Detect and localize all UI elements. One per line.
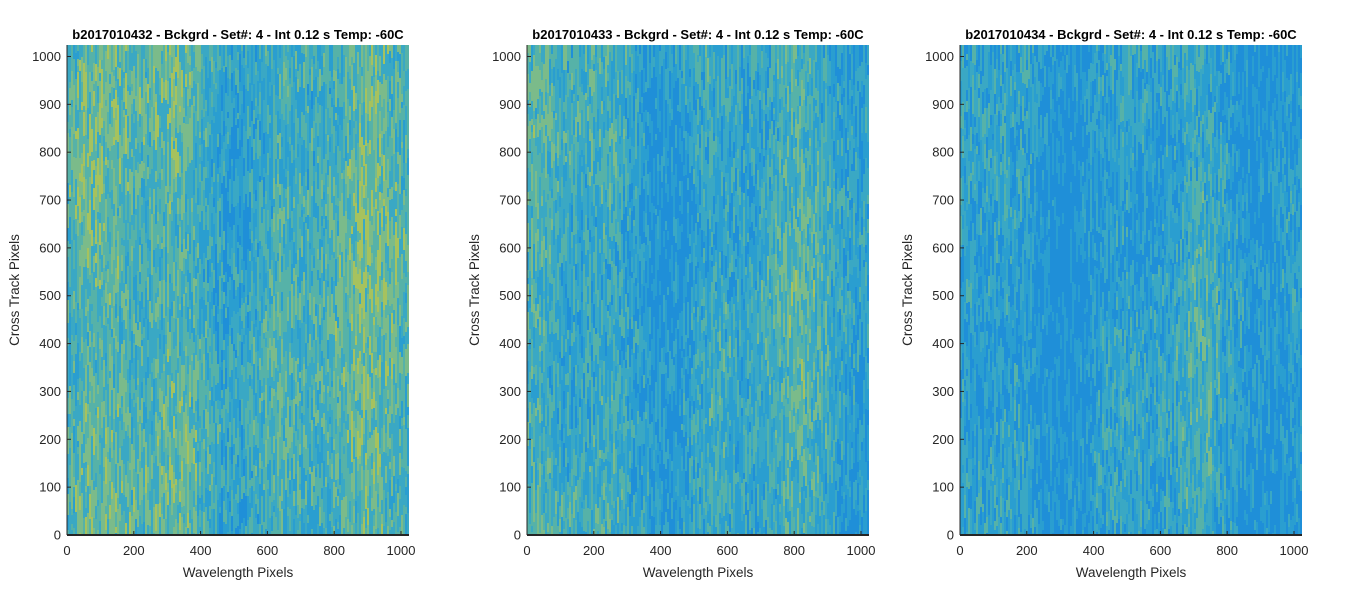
- x-tick-label: 600: [717, 543, 739, 558]
- y-tick-label: 700: [39, 193, 61, 208]
- y-axis-label: Cross Track Pixels: [467, 234, 482, 346]
- y-axis-label: Cross Track Pixels: [900, 234, 915, 346]
- y-tick-label: 500: [932, 288, 954, 303]
- y-tick-label: 300: [499, 384, 521, 399]
- x-tick-label: 600: [257, 543, 279, 558]
- y-tick-label: 1000: [925, 49, 954, 64]
- y-tick-label: 0: [54, 528, 61, 543]
- subplot-2: 0 100 200 300 400 500 600 700 800 900 1000 0 200 400 6…: [467, 27, 875, 580]
- heatmap-image: [527, 45, 869, 535]
- y-tick-label: 500: [39, 288, 61, 303]
- x-tick-label: 1000: [847, 543, 876, 558]
- y-tick-label: 1000: [492, 49, 521, 64]
- x-tick-label: 0: [63, 543, 70, 558]
- x-tick-label: 200: [1016, 543, 1038, 558]
- y-tick-label: 1000: [32, 49, 61, 64]
- y-tick-label: 600: [499, 240, 521, 255]
- x-tick-label: 200: [123, 543, 145, 558]
- x-tick-label: 0: [956, 543, 963, 558]
- x-tick-label: 400: [190, 543, 212, 558]
- y-tick-label: 700: [932, 193, 954, 208]
- x-tick-label: 1000: [1280, 543, 1309, 558]
- x-tick-label: 800: [323, 543, 345, 558]
- chart-title: b2017010433 - Bckgrd - Set#: 4 - Int 0.1…: [532, 27, 864, 42]
- y-tick-label: 100: [499, 480, 521, 495]
- heatmap-image: [67, 45, 409, 535]
- x-tick-label: 600: [1150, 543, 1172, 558]
- x-axis-label: Wavelength Pixels: [643, 565, 754, 580]
- y-tick-label: 800: [932, 145, 954, 160]
- x-tick-label: 1000: [387, 543, 416, 558]
- y-tick-label: 600: [39, 240, 61, 255]
- y-tick-label: 500: [499, 288, 521, 303]
- x-tick-label: 800: [783, 543, 805, 558]
- subplot-1: 0 100 200 300 400 500 600 700 800 900 1000 0 200 400 6…: [7, 27, 415, 580]
- y-tick-label: 900: [499, 97, 521, 112]
- y-tick-label: 0: [514, 528, 521, 543]
- x-tick-label: 200: [583, 543, 605, 558]
- y-tick-label: 900: [932, 97, 954, 112]
- y-tick-label: 200: [499, 432, 521, 447]
- y-axis-label: Cross Track Pixels: [7, 234, 22, 346]
- y-tick-label: 300: [39, 384, 61, 399]
- x-axis-label: Wavelength Pixels: [1076, 565, 1187, 580]
- y-tick-label: 200: [39, 432, 61, 447]
- x-tick-label: 0: [523, 543, 530, 558]
- x-tick-label: 800: [1216, 543, 1238, 558]
- y-tick-label: 400: [39, 336, 61, 351]
- chart-title: b2017010432 - Bckgrd - Set#: 4 - Int 0.1…: [72, 27, 404, 42]
- chart-title: b2017010434 - Bckgrd - Set#: 4 - Int 0.1…: [965, 27, 1297, 42]
- y-tick-label: 200: [932, 432, 954, 447]
- y-tick-label: 900: [39, 97, 61, 112]
- y-tick-label: 400: [499, 336, 521, 351]
- y-tick-label: 600: [932, 240, 954, 255]
- y-tick-label: 0: [947, 528, 954, 543]
- x-tick-label: 400: [1083, 543, 1105, 558]
- y-tick-label: 700: [499, 193, 521, 208]
- y-tick-label: 800: [39, 145, 61, 160]
- y-tick-label: 100: [932, 480, 954, 495]
- y-tick-label: 100: [39, 480, 61, 495]
- y-tick-label: 400: [932, 336, 954, 351]
- y-tick-label: 800: [499, 145, 521, 160]
- x-tick-label: 400: [650, 543, 672, 558]
- heatmap-image: [960, 45, 1302, 535]
- subplot-3: 0 100 200 300 400 500 600 700 800 900 1000 0 200 400 6…: [900, 27, 1308, 580]
- y-tick-label: 300: [932, 384, 954, 399]
- x-axis-label: Wavelength Pixels: [183, 565, 294, 580]
